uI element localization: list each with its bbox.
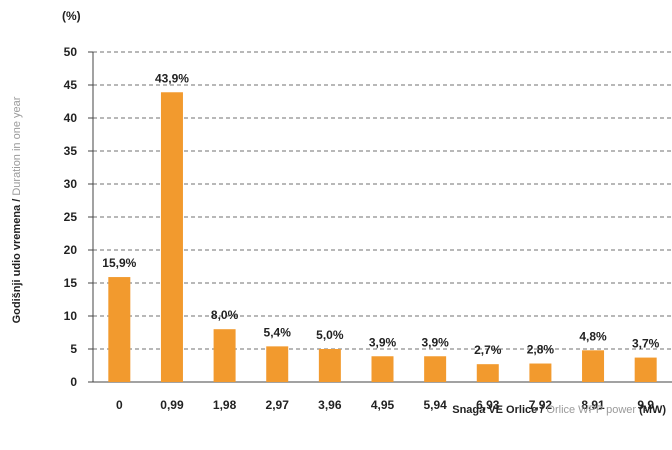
data-label: 2,8%: [527, 343, 555, 357]
y-tick-label: 45: [64, 78, 78, 92]
y-tick-label: 15: [64, 276, 78, 290]
y-unit-label: (%): [62, 9, 81, 23]
x-tick-label: 8,91: [581, 398, 605, 412]
bar: [529, 363, 552, 382]
data-label: 4,8%: [579, 329, 607, 343]
y-tick-label: 50: [64, 45, 78, 59]
bar: [476, 364, 499, 382]
bar: [160, 92, 183, 382]
y-tick-label: 40: [64, 111, 78, 125]
data-label: 2,7%: [474, 343, 502, 357]
x-tick-label: 6,93: [476, 398, 500, 412]
y-tick-label: 20: [64, 243, 78, 257]
data-label: 43,9%: [155, 71, 189, 85]
x-tick-label: 3,96: [318, 398, 342, 412]
bar: [266, 346, 289, 382]
bar: [318, 349, 341, 382]
bar: [582, 350, 605, 382]
x-tick-label: 1,98: [213, 398, 237, 412]
x-axis-title-secondary: Orlice WPP power: [546, 404, 637, 416]
bar: [424, 356, 447, 382]
data-label: 5,4%: [264, 325, 292, 339]
x-axis-title: Snaga VE Orlice / Orlice WPP power (MW): [452, 404, 666, 416]
y-axis-title: Godišnji udio vremena / Duration in one …: [11, 97, 23, 324]
x-tick-label: 7,92: [529, 398, 553, 412]
data-label: 3,9%: [369, 335, 397, 349]
x-tick-label: 4,95: [371, 398, 395, 412]
bar: [371, 356, 394, 382]
y-tick-label: 0: [70, 375, 77, 389]
x-tick-label: 0: [116, 398, 123, 412]
data-label: 5,0%: [316, 328, 344, 342]
y-tick-label: 5: [70, 342, 77, 356]
bar: [108, 277, 131, 382]
x-tick-label: 0,99: [160, 398, 184, 412]
y-tick-label: 30: [64, 177, 78, 191]
x-axis-title-unit: (MW): [639, 404, 666, 416]
data-label: 3,9%: [421, 335, 449, 349]
x-axis-title-primary: Snaga VE Orlice /: [452, 404, 544, 416]
x-tick-label: 9,9: [637, 398, 654, 412]
bar: [634, 357, 657, 382]
y-tick-label: 10: [64, 309, 78, 323]
y-axis-title-secondary: Duration in one year: [11, 96, 23, 196]
data-label: 3,7%: [632, 337, 660, 351]
data-label: 8,0%: [211, 308, 239, 322]
data-label: 15,9%: [102, 256, 136, 270]
y-tick-label: 25: [64, 210, 78, 224]
y-tick-label: 35: [64, 144, 78, 158]
y-axis-title-primary: Godišnji udio vremena /: [11, 198, 23, 324]
x-tick-label: 2,97: [266, 398, 290, 412]
x-tick-label: 5,94: [423, 398, 447, 412]
bar: [213, 329, 236, 382]
